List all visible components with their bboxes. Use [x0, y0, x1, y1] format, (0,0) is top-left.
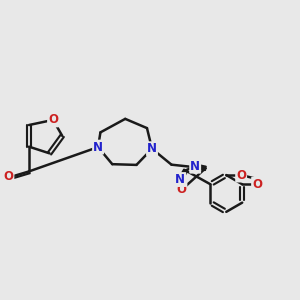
Text: O: O	[176, 184, 186, 196]
Text: N: N	[93, 141, 103, 154]
Text: N: N	[190, 160, 200, 173]
Text: O: O	[48, 113, 58, 126]
Text: O: O	[252, 178, 262, 191]
Text: N: N	[175, 173, 185, 186]
Text: N: N	[147, 142, 157, 155]
Text: O: O	[236, 169, 246, 182]
Text: O: O	[3, 169, 14, 182]
